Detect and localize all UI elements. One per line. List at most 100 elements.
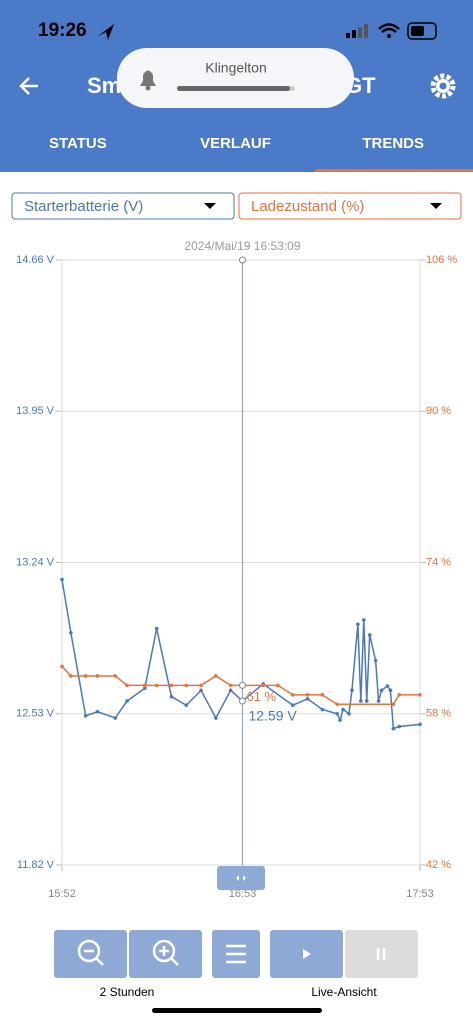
data-point: [69, 674, 73, 678]
data-point: [83, 714, 88, 718]
data-point: [338, 718, 342, 722]
y-tick-label: 14.66 V: [16, 254, 55, 266]
data-point: [350, 688, 354, 693]
cursor-point: [238, 697, 246, 705]
settings-button[interactable]: [430, 73, 456, 99]
data-point: [305, 697, 310, 701]
data-point: [184, 703, 189, 708]
status-time: 19:26: [38, 20, 87, 41]
back-button[interactable]: [19, 77, 38, 95]
data-point: [276, 683, 280, 688]
data-point: [320, 707, 325, 712]
volume-fill: [177, 86, 290, 91]
cursor-point: [238, 681, 246, 689]
title-left: Sm: [87, 73, 121, 98]
cursor-handle[interactable]: [217, 866, 265, 890]
data-point: [169, 694, 174, 699]
signal-icon: [346, 24, 368, 38]
battery-icon: [407, 22, 437, 40]
data-point: [95, 709, 100, 714]
battery-level: [411, 26, 424, 36]
tab[interactable]: STATUS: [49, 135, 107, 152]
cursor-value-label: 61 %: [246, 689, 276, 704]
data-point: [341, 707, 345, 712]
data-point: [359, 699, 363, 703]
notification-title: Klingelton: [205, 60, 267, 76]
data-point: [199, 683, 203, 688]
data-point: [143, 683, 147, 688]
data-point: [214, 716, 218, 720]
tab-indicator: [315, 169, 473, 172]
pause-button[interactable]: [345, 930, 418, 978]
data-point: [397, 693, 402, 697]
tab[interactable]: TRENDS: [362, 135, 424, 152]
data-point: [169, 683, 174, 688]
data-point: [391, 702, 396, 707]
cursor-label: 2024/Mai/19 16:53:09: [184, 239, 300, 253]
home-indicator: [152, 1008, 322, 1013]
zoom-label: 2 Stunden: [100, 985, 155, 999]
data-point: [199, 688, 203, 693]
data-point: [418, 693, 422, 697]
data-point: [228, 688, 233, 693]
data-point: [335, 711, 339, 716]
bell-clapper: [145, 85, 151, 91]
data-point: [154, 626, 159, 631]
zoom-in-icon: [152, 939, 176, 963]
cursor-value-label: 12.59 V: [248, 708, 297, 724]
data-point: [143, 686, 147, 690]
pause-icon: [376, 948, 386, 960]
tab[interactable]: VERLAUF: [200, 135, 271, 152]
zoom-in-icon: [159, 946, 179, 966]
data-point: [154, 683, 159, 688]
data-point: [364, 699, 369, 703]
data-point: [385, 684, 390, 688]
data-point: [418, 722, 422, 727]
data-point: [125, 699, 129, 703]
soc-selector[interactable]: [238, 192, 462, 220]
data-point: [335, 702, 339, 707]
data-point: [184, 683, 189, 688]
data-point: [113, 716, 118, 720]
data-point: [69, 630, 73, 635]
y2-tick-label: 90 %: [426, 405, 451, 417]
data-point: [367, 633, 372, 637]
data-point: [83, 674, 88, 678]
data-point: [320, 693, 325, 697]
notification: [117, 48, 354, 108]
soc-selector-label: Ladezustand (%): [251, 198, 364, 215]
data-point: [373, 658, 378, 663]
live-label: Live-Ansicht: [311, 985, 377, 999]
location-icon: [98, 24, 114, 40]
data-point: [347, 711, 351, 716]
voltage-selector[interactable]: [11, 192, 235, 220]
data-point: [228, 683, 233, 688]
dropdown-arrow: [430, 203, 442, 209]
data-point: [95, 674, 100, 678]
x-tick-label: 17:53: [406, 888, 434, 900]
y-tick-label: 13.24 V: [16, 556, 55, 568]
y-tick-label: 13.95 V: [16, 405, 55, 417]
y2-tick-label: 74 %: [426, 556, 451, 568]
data-point: [125, 683, 129, 688]
zoom-in-button[interactable]: [129, 930, 202, 978]
data-point: [290, 693, 295, 697]
zoom-out-button[interactable]: [54, 930, 127, 978]
bell-icon: [140, 70, 156, 86]
wifi-dot: [387, 34, 391, 38]
y-tick-label: 12.53 V: [16, 708, 55, 720]
data-point: [391, 726, 396, 731]
zoom-out-icon: [84, 949, 104, 966]
x-tick-label: 15:52: [48, 888, 76, 900]
data-point: [290, 703, 295, 708]
data-point: [261, 683, 265, 688]
menu-icon: [226, 944, 246, 964]
data-point: [379, 688, 384, 693]
wifi-icon: [378, 23, 400, 33]
cursor-top: [238, 256, 246, 264]
toolbar: 2 Stunden Live-Ansicht: [54, 930, 418, 999]
data-point: [388, 688, 393, 693]
data-point: [376, 699, 381, 703]
